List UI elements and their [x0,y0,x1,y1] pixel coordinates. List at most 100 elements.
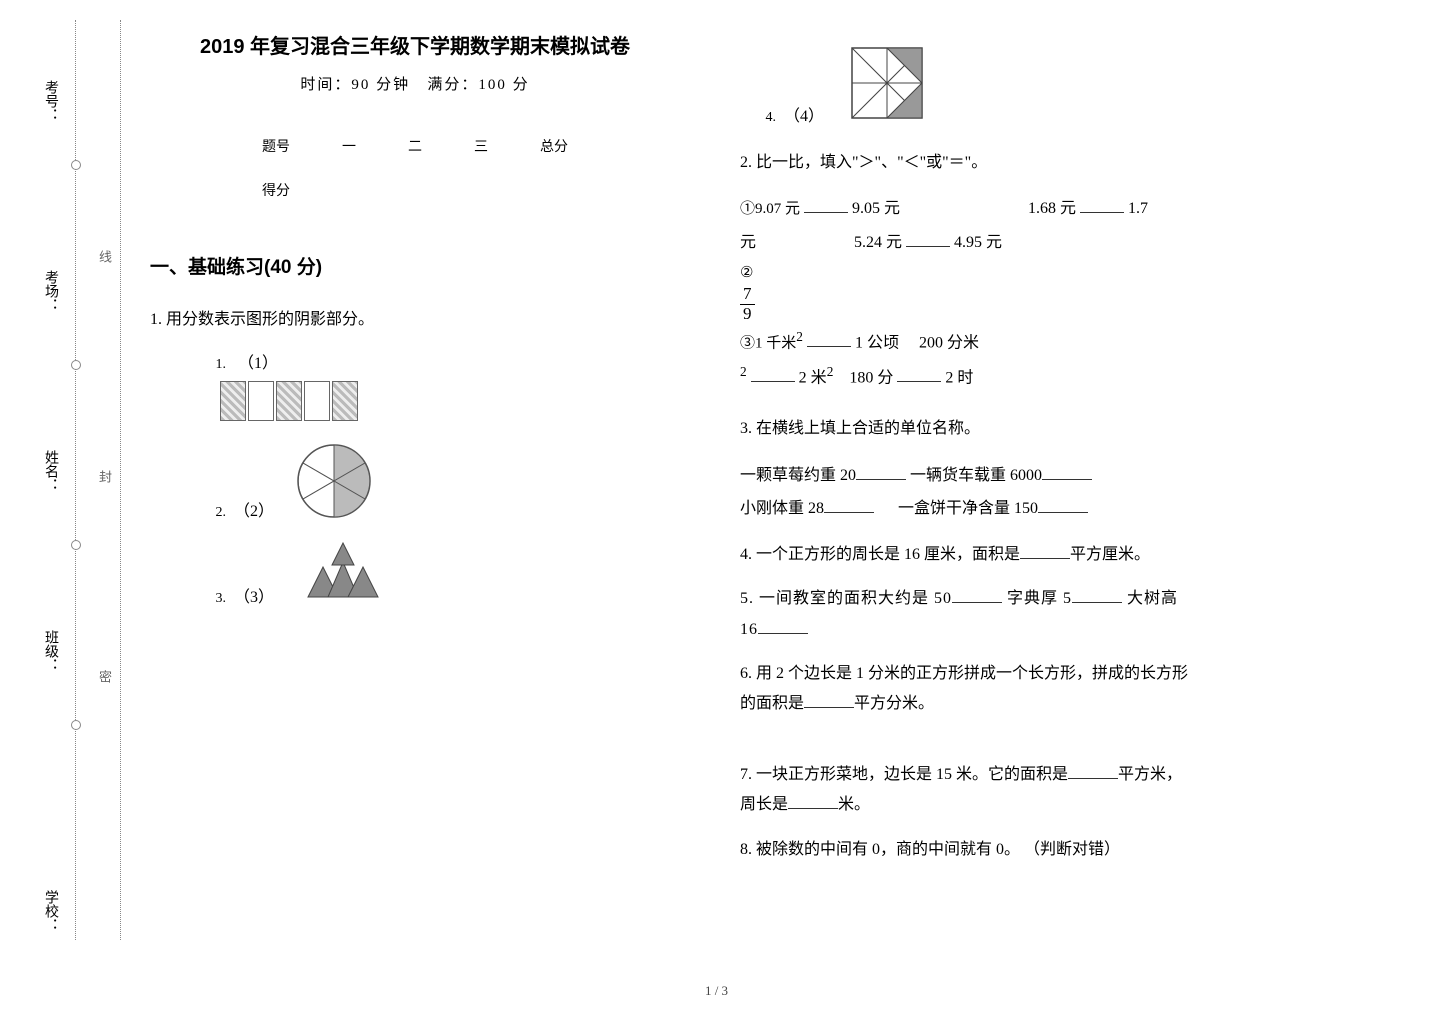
q2-line4: 2 2 米2 180 分 2 时 [740,359,1300,394]
paren: （2） [234,497,274,521]
exam-title: 2019 年复习混合三年级下学期数学期末模拟试卷 [150,30,680,59]
page-number: 1 / 3 [705,983,728,999]
text: 16 [740,621,758,638]
exam-subtitle: 时间：90 分钟 满分：100 分 [150,73,680,94]
val: 5.24 元 [854,234,902,251]
binding-label: 考号： [40,80,60,122]
q2-line1: ①9.07 元 9.05 元 1.68 元 1.7 [740,192,1300,226]
th: 三 [448,124,514,168]
binding-label: 姓名： [40,450,60,492]
item-1: ①9.07 元 [740,201,800,217]
sup: 2 [740,364,747,379]
numerator: 7 [740,285,755,305]
blank [751,365,795,382]
q2-line3: ③1 千米2 1 公顷 200 分米 [740,324,1300,359]
question-8: 8. 被除数的中间有 0，商的中间就有 0。 （判断对错） [740,835,1300,865]
blank [1068,762,1118,779]
question-2: 2. 比一比，填入"＞"、"＜"或"＝"。 [740,148,1300,178]
blank [856,463,906,480]
shape-3 [288,537,388,607]
fullmark-label: 满分：100 分 [427,77,529,93]
val: 1.68 元 [1028,200,1076,217]
blank [1038,496,1088,513]
binding-label: 班级： [40,630,60,672]
q1-sub4: 4. （4） [740,40,1300,126]
subnum: 3. [190,591,226,607]
subnum: 1. [190,357,226,373]
th: 总分 [514,124,594,168]
binding-circle [71,160,81,170]
time-label: 时间：90 分钟 [300,77,410,93]
q1-sub2: 2. （2） [190,441,680,521]
binding-circle [71,540,81,550]
shaded-cell [332,381,358,421]
text: 7. 一块正方形菜地，边长是 15 米。它的面积是 [740,766,1068,783]
binding-label: 考场： [40,270,60,312]
question-3: 3. 在横线上填上合适的单位名称。 [740,414,1300,444]
text: 周长是 [740,796,788,813]
val: 180 分 [849,369,893,386]
binding-anno: 线 [95,250,114,263]
blank [788,792,838,809]
cell [304,381,330,421]
q1-sub3: 3. （3） [190,537,680,607]
text: 米。 [838,796,870,813]
text: 一盒饼干净含量 150 [898,500,1038,517]
q2-line2: 元 5.24 元 4.95 元 [740,226,1300,260]
binding-label: 学校： [40,890,60,932]
text: 字典厚 5 [1007,590,1072,607]
th: 得分 [236,168,316,212]
q2-frac: 7 9 [740,285,1300,323]
item-2: ② [740,265,753,281]
dotted-line-1 [75,20,76,940]
binding-anno: 密 [95,670,114,683]
item-3: ③1 千米 [740,335,796,351]
text: 一颗草莓约重 20 [740,467,856,484]
blank [758,617,808,634]
fraction: 7 9 [740,285,755,323]
th: 一 [316,124,382,168]
text: 小刚体重 28 [740,500,824,517]
left-column: 2019 年复习混合三年级下学期数学期末模拟试卷 时间：90 分钟 满分：100… [150,30,680,607]
shape-1 [220,381,680,421]
shape-4 [844,40,930,126]
q2-line-circ2: ② [740,260,1300,286]
val: 1 公顷 [855,334,899,351]
denominator: 9 [740,305,755,324]
val: 200 分米 [919,334,979,351]
q1-sub1: 1. （1） [190,349,680,373]
text: 一辆货车载重 6000 [910,467,1042,484]
subnum: 2. [190,505,226,521]
blank [897,365,941,382]
paren: （1） [238,355,278,372]
binding-anno: 封 [95,470,114,483]
val: 2 时 [945,369,973,386]
text: 4. 一个正方形的周长是 16 厘米，面积是 [740,546,1020,563]
text: 的面积是 [740,695,804,712]
text: 平方米， [1118,766,1182,783]
blank [804,691,854,708]
blank [807,330,851,347]
blank [1072,586,1122,603]
th: 题号 [236,124,316,168]
blank [1042,463,1092,480]
blank [824,496,874,513]
val: 元 [740,234,756,251]
shape-2 [294,441,374,521]
text: 5. 一间教室的面积大约是 50 [740,590,952,607]
right-column: 4. （4） 2. 比一比，填入"＞"、"＜"或"＝"。 ①9.07 元 9.0… [740,30,1300,879]
question-7: 7. 一块正方形菜地，边长是 15 米。它的面积是 平方米， 周长是 米。 [740,760,1300,821]
text: 6. 用 2 个边长是 1 分米的正方形拼成一个长方形，拼成的长方形 [740,665,1188,682]
blank [1080,196,1124,213]
shaded-cell [220,381,246,421]
paren: （4） [784,102,824,126]
text: 平方分米。 [854,695,934,712]
blank [1020,542,1070,559]
binding-edge: 考号： 考场： 姓名： 班级： 学校： 线 封 密 [30,20,90,940]
dotted-line-2 [120,20,121,940]
question-1: 1. 用分数表示图形的阴影部分。 [150,305,680,335]
th: 二 [382,124,448,168]
binding-circle [71,360,81,370]
question-5: 5. 一间教室的面积大约是 50 字典厚 5 大树高 16 [740,584,1300,645]
binding-circle [71,720,81,730]
